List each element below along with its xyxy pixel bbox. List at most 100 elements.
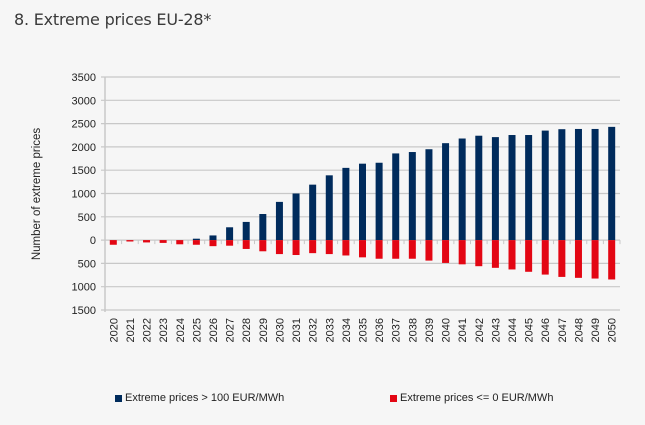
bar-high-price xyxy=(342,167,350,241)
bar-high-price xyxy=(226,227,234,241)
y-tick-label: 0 xyxy=(90,235,96,247)
y-tick-label: 1500 xyxy=(72,305,96,317)
legend-label-high-prices: Extreme prices > 100 EUR/MWh xyxy=(125,392,285,404)
bar-high-price xyxy=(259,214,267,241)
legend-item-negative-prices: Extreme prices <= 0 EUR/MWh xyxy=(390,392,553,404)
bar-high-price xyxy=(458,138,466,241)
y-tick-label: 500 xyxy=(78,258,96,270)
bar-negative-price xyxy=(275,240,283,255)
bar-negative-price xyxy=(143,240,151,243)
bar-high-price xyxy=(359,163,366,241)
bar-negative-price xyxy=(192,240,200,245)
x-tick-label: 2050 xyxy=(607,318,619,342)
x-tick-label: 2042 xyxy=(474,318,486,342)
bar-negative-price xyxy=(491,240,499,268)
y-axis-label: Number of extreme prices xyxy=(31,128,43,261)
bar-negative-price xyxy=(309,240,317,254)
y-axis-ticks: 3500 3000 2500 2000 1500 1000 500 0 500 1000 1500 xyxy=(72,72,96,317)
bar-negative-price xyxy=(608,240,616,280)
gridlines xyxy=(101,76,621,312)
bar-high-price xyxy=(192,238,200,241)
bar-negative-price xyxy=(325,240,333,255)
legend-swatch-red xyxy=(390,394,397,402)
legend-item-high-prices: Extreme prices > 100 EUR/MWh xyxy=(115,392,284,404)
x-tick-label: 2026 xyxy=(208,318,220,342)
x-tick-label: 2035 xyxy=(358,318,370,342)
y-tick-label: 500 xyxy=(78,212,96,224)
bar-high-price xyxy=(525,135,533,241)
bars xyxy=(109,126,616,280)
x-tick-label: 2031 xyxy=(291,318,303,342)
bar-high-price xyxy=(209,235,217,241)
bar-high-price xyxy=(408,152,416,241)
y-tick-label: 2500 xyxy=(72,119,96,131)
bar-negative-price xyxy=(475,240,483,267)
bar-negative-price xyxy=(442,240,450,263)
x-tick-label: 2030 xyxy=(274,318,286,342)
bar-high-price xyxy=(541,130,549,241)
x-tick-label: 2044 xyxy=(507,318,519,342)
bar-high-price xyxy=(242,221,250,241)
y-tick-label: 1000 xyxy=(72,189,96,201)
bar-negative-price xyxy=(242,240,250,249)
x-tick-label: 2021 xyxy=(125,318,137,342)
bar-negative-price xyxy=(574,240,582,278)
bar-high-price xyxy=(558,129,566,241)
bar-high-price xyxy=(325,175,333,241)
x-tick-label: 2023 xyxy=(158,318,170,342)
bar-negative-price xyxy=(226,240,234,246)
bar-negative-price xyxy=(425,240,433,261)
y-tick-label: 3000 xyxy=(72,95,96,107)
bar-high-price xyxy=(392,153,400,241)
bar-negative-price xyxy=(541,240,549,275)
x-tick-label: 2022 xyxy=(142,318,154,342)
legend-swatch-blue xyxy=(115,394,122,402)
bar-negative-price xyxy=(209,240,217,247)
x-tick-label: 2046 xyxy=(540,318,552,342)
x-tick-label: 2038 xyxy=(407,318,419,342)
y-tick-label: 1500 xyxy=(72,165,96,177)
bar-negative-price xyxy=(591,240,599,279)
bar-high-price xyxy=(275,201,283,241)
x-tick-label: 2027 xyxy=(225,318,237,342)
x-tick-label: 2020 xyxy=(108,318,120,342)
x-tick-label: 2047 xyxy=(557,318,569,342)
x-tick-label: 2041 xyxy=(457,318,469,342)
bar-negative-price xyxy=(392,240,400,259)
bar-negative-price xyxy=(458,240,466,265)
bar-negative-price xyxy=(159,240,167,243)
bar-negative-price xyxy=(525,240,533,272)
x-tick-label: 2034 xyxy=(341,318,353,342)
x-tick-label: 2049 xyxy=(590,318,602,342)
bar-high-price xyxy=(442,143,450,241)
bar-high-price xyxy=(491,137,499,241)
bar-high-price xyxy=(608,126,616,241)
bar-high-price xyxy=(425,149,433,241)
bar-negative-price xyxy=(126,240,134,242)
x-tick-label: 2032 xyxy=(308,318,320,342)
x-tick-label: 2036 xyxy=(374,318,386,342)
bar-high-price xyxy=(574,128,582,241)
bar-negative-price xyxy=(342,240,350,256)
bar-negative-price xyxy=(375,240,383,259)
bar-negative-price xyxy=(508,240,516,270)
bar-high-price xyxy=(309,184,317,241)
bar-negative-price xyxy=(176,240,184,245)
bar-negative-price xyxy=(259,240,267,252)
bar-negative-price xyxy=(359,240,366,258)
x-tick-label: 2033 xyxy=(324,318,336,342)
chart-title: 8. Extreme prices EU-28* xyxy=(14,10,212,29)
bar-negative-price xyxy=(558,240,566,277)
bar-negative-price xyxy=(408,240,416,259)
bar-high-price xyxy=(591,128,599,241)
y-tick-label: 3500 xyxy=(72,72,96,84)
x-tick-label: 2024 xyxy=(175,318,187,342)
x-tick-label: 2028 xyxy=(241,318,253,342)
bar-high-price xyxy=(375,162,383,241)
x-tick-label: 2040 xyxy=(441,318,453,342)
y-tick-label: 2000 xyxy=(72,142,96,154)
bar-negative-price xyxy=(292,240,300,256)
x-tick-label: 2037 xyxy=(391,318,403,342)
x-tick-label: 2025 xyxy=(191,318,203,342)
